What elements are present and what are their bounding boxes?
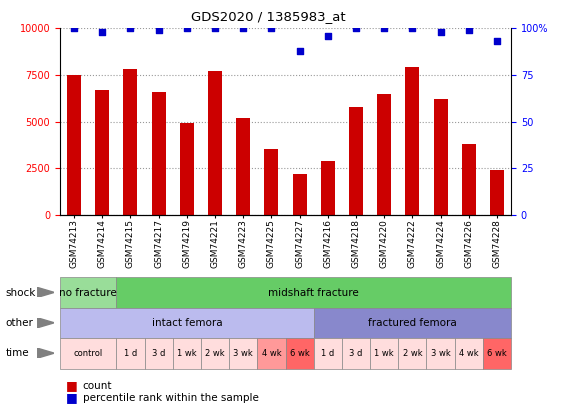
Point [464, 27, 473, 34]
Point [351, 25, 360, 32]
Text: 6 wk: 6 wk [289, 349, 309, 358]
Text: 3 d: 3 d [349, 349, 363, 358]
Point [126, 25, 135, 32]
Bar [349, 107, 363, 215]
Point [267, 25, 276, 32]
Text: midshaft fracture: midshaft fracture [268, 288, 359, 298]
Text: 3 wk: 3 wk [431, 349, 451, 358]
Text: control: control [74, 349, 103, 358]
Text: fractured femora: fractured femora [368, 318, 457, 328]
Bar [490, 170, 504, 215]
Text: 6 wk: 6 wk [487, 349, 507, 358]
Text: 2 wk: 2 wk [403, 349, 422, 358]
Point [98, 29, 107, 35]
Point [380, 25, 389, 32]
Bar [67, 75, 81, 215]
Point [436, 29, 445, 35]
Text: 1 d: 1 d [321, 349, 335, 358]
Point [182, 25, 191, 32]
Text: 1 wk: 1 wk [177, 349, 196, 358]
Text: other: other [6, 318, 34, 328]
Point [211, 25, 220, 32]
Text: 1 d: 1 d [124, 349, 137, 358]
Bar [208, 71, 222, 215]
Polygon shape [37, 348, 54, 358]
Text: percentile rank within the sample: percentile rank within the sample [83, 393, 259, 403]
Bar [462, 144, 476, 215]
Text: 3 d: 3 d [152, 349, 166, 358]
Point [492, 38, 501, 45]
Bar [405, 68, 420, 215]
Point [323, 32, 332, 39]
Bar [236, 118, 250, 215]
Bar [180, 124, 194, 215]
Point [295, 47, 304, 54]
Text: ■: ■ [66, 391, 78, 404]
Text: 4 wk: 4 wk [262, 349, 281, 358]
Text: time: time [6, 348, 29, 358]
Text: count: count [83, 381, 112, 390]
Text: 2 wk: 2 wk [205, 349, 225, 358]
Point [154, 27, 163, 34]
Text: ■: ■ [66, 379, 78, 392]
Text: no fracture: no fracture [59, 288, 117, 298]
Bar [95, 90, 109, 215]
Point [239, 25, 248, 32]
Text: GDS2020 / 1385983_at: GDS2020 / 1385983_at [191, 10, 345, 23]
Text: 4 wk: 4 wk [459, 349, 478, 358]
Bar [123, 69, 138, 215]
Polygon shape [37, 318, 54, 328]
Bar [377, 94, 391, 215]
Bar [264, 149, 279, 215]
Point [70, 25, 79, 32]
Bar [151, 92, 166, 215]
Bar [292, 174, 307, 215]
Text: 1 wk: 1 wk [375, 349, 394, 358]
Text: 3 wk: 3 wk [234, 349, 253, 358]
Text: shock: shock [6, 288, 36, 298]
Point [408, 25, 417, 32]
Bar [321, 161, 335, 215]
Polygon shape [37, 288, 54, 297]
Text: intact femora: intact femora [151, 318, 222, 328]
Bar [433, 99, 448, 215]
